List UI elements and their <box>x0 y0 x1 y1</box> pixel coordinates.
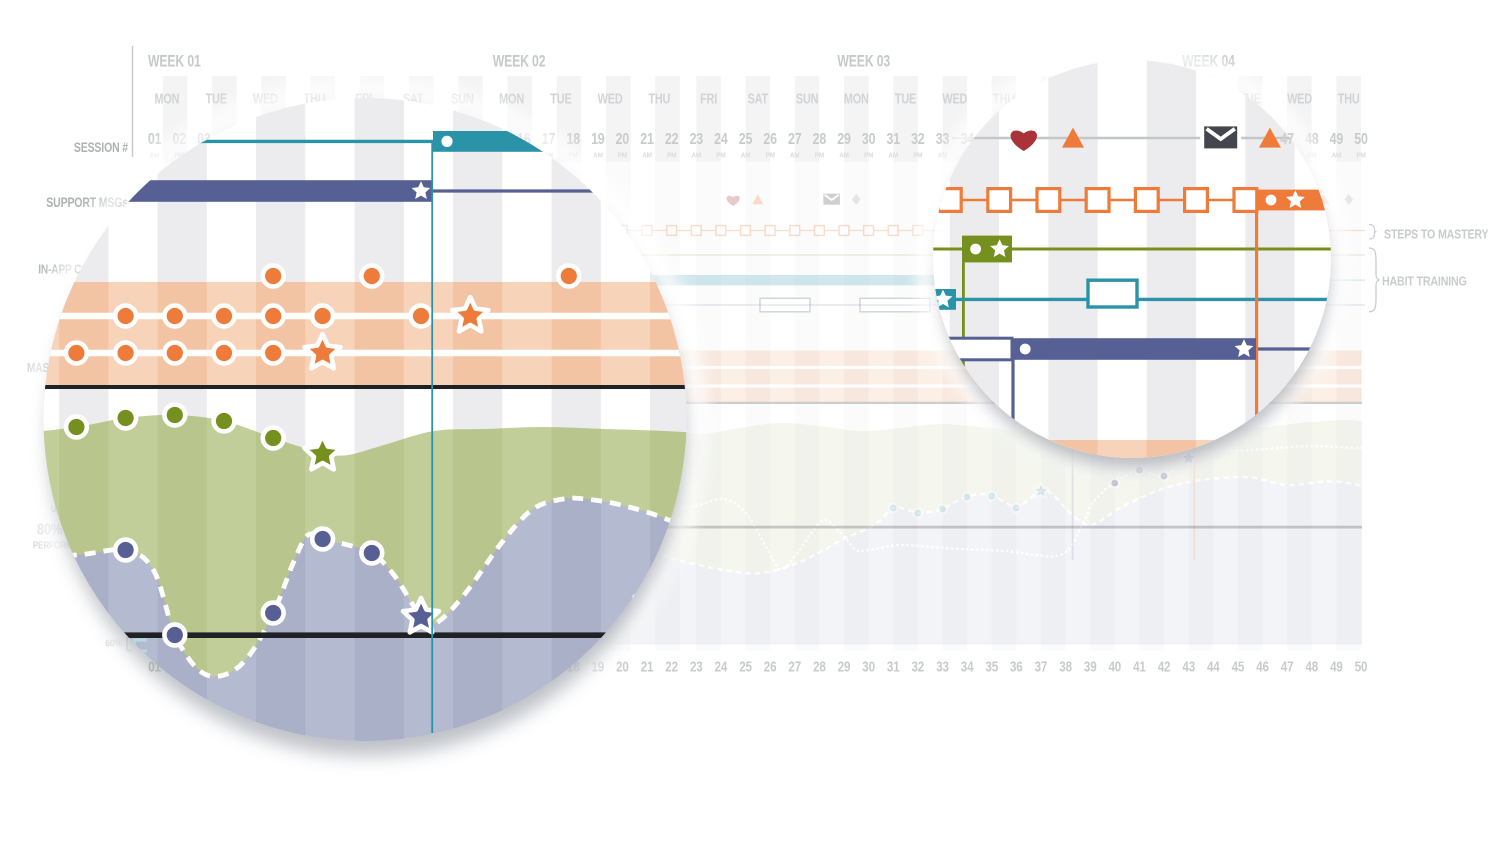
svg-text:47: 47 <box>1280 130 1294 148</box>
svg-text:01: 01 <box>148 658 161 675</box>
